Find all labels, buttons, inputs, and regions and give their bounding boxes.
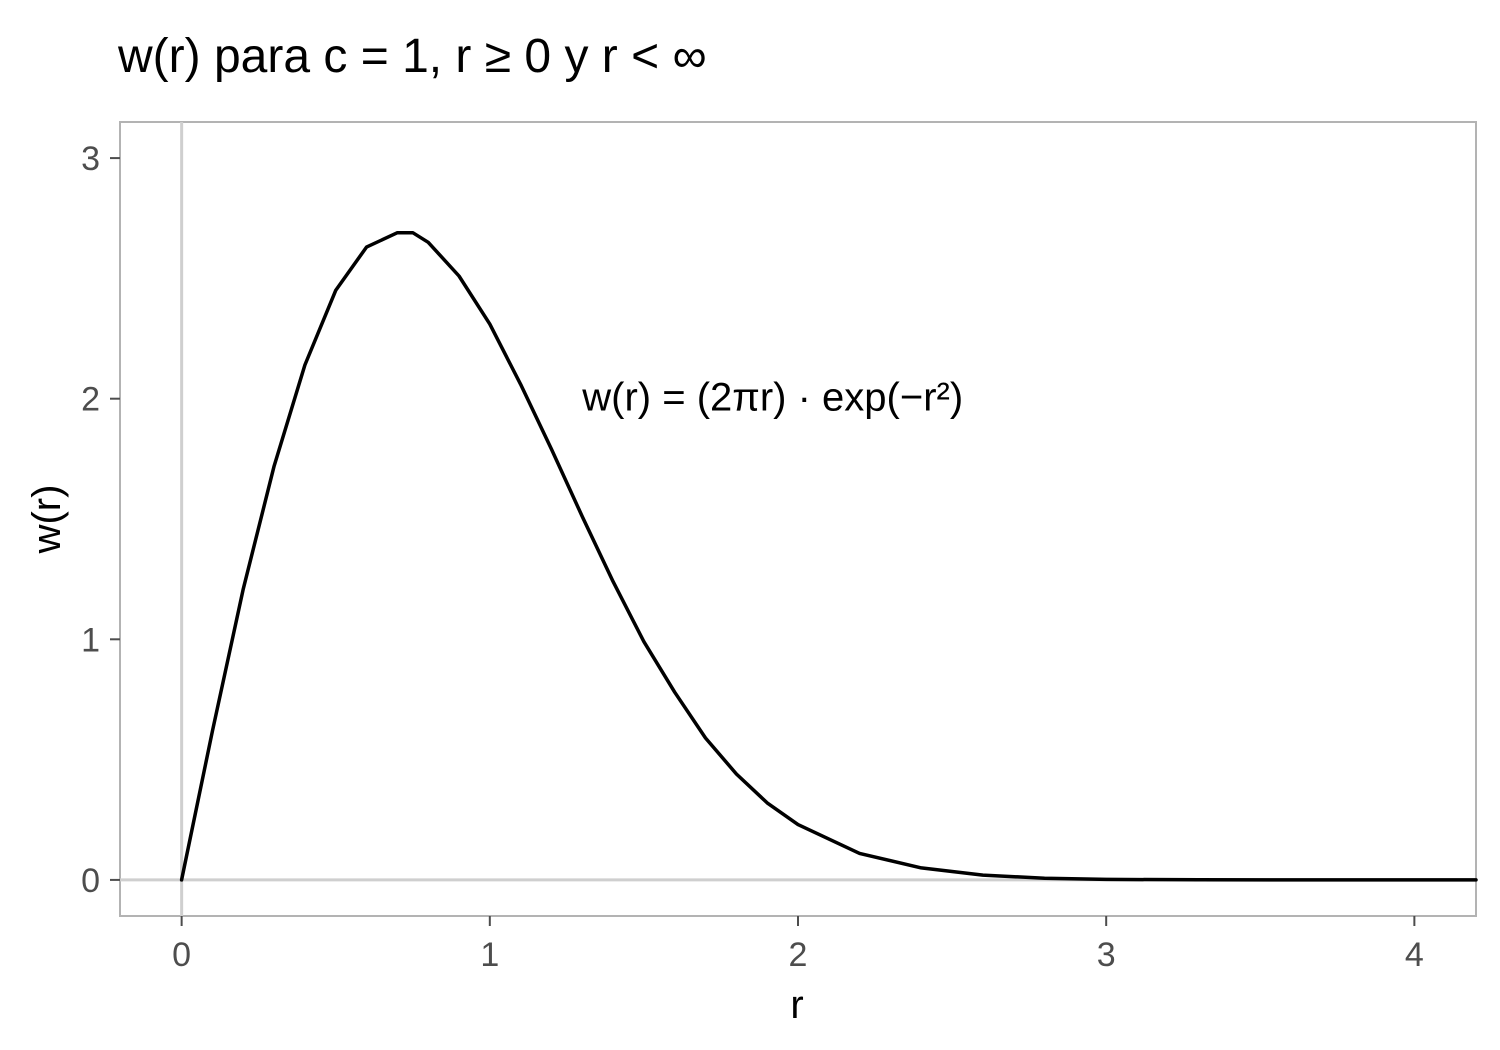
y-axis-title: w(r) xyxy=(25,485,69,555)
plot-panel xyxy=(119,121,1477,917)
x-axis-title: r xyxy=(790,983,803,1027)
y-tick-label: 0 xyxy=(81,862,100,900)
x-tick-label: 1 xyxy=(480,936,499,974)
y-axis: 0 1 2 3 xyxy=(81,140,120,900)
x-tick-label: 2 xyxy=(789,936,808,974)
y-tick-label: 3 xyxy=(81,140,100,178)
chart-title: w(r) para c = 1, r ≥ 0 y r < ∞ xyxy=(117,30,707,83)
x-tick-label: 3 xyxy=(1097,936,1116,974)
x-axis: 0 1 2 3 4 xyxy=(172,916,1424,974)
x-tick-label: 4 xyxy=(1405,936,1424,974)
x-tick-label: 0 xyxy=(172,936,191,974)
series-line xyxy=(179,230,1478,882)
y-tick-label: 2 xyxy=(81,381,100,419)
equation-annotation: w(r) = (2πr) · exp(−r²) xyxy=(581,376,963,420)
y-tick-label: 1 xyxy=(81,621,100,659)
